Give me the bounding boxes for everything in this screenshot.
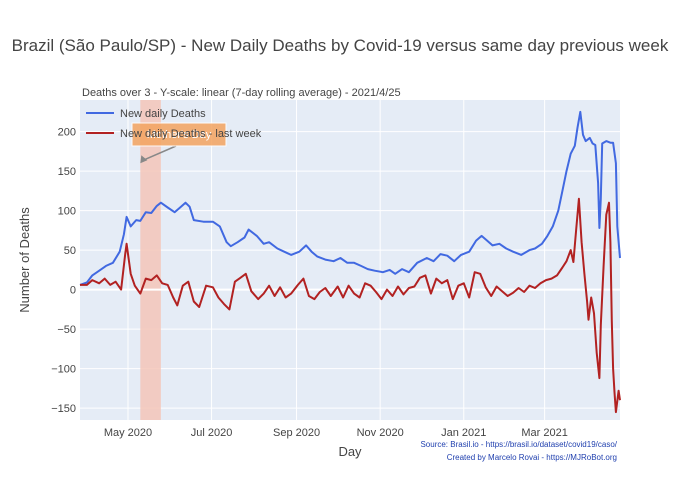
legend[interactable]: New daily Deaths New daily Deaths - last … — [86, 108, 262, 140]
source-footnote[interactable]: Source: Brasil.io - https://brasil.io/da… — [420, 440, 617, 449]
credit-footnote[interactable]: Created by Marcelo Rovai - https://MJRoB… — [447, 453, 617, 462]
annotation-arrow-head — [140, 155, 148, 164]
x-tick-label: Mar 2021 — [521, 427, 567, 439]
y-axis-label: Number of Deaths — [17, 207, 32, 313]
annotation-layer: Mother's Day — [131, 122, 227, 164]
series-line-2[interactable] — [80, 197, 621, 414]
annotation-arrow — [143, 145, 177, 161]
legend-label-2[interactable]: New daily Deaths - last week — [120, 128, 262, 140]
x-tick-label: Jul 2020 — [191, 427, 233, 439]
highlight-band — [140, 100, 161, 420]
x-axis-ticks: May 2020 Jul 2020 Sep 2020 Nov 2020 Jan 2021… — [104, 427, 568, 439]
plot-area — [80, 100, 620, 420]
y-tick-label: −50 — [57, 324, 76, 336]
annotation-text: Mother's Day — [147, 129, 212, 141]
y-tick-label: 0 — [70, 285, 76, 297]
y-tick-label: 200 — [58, 127, 76, 139]
y-tick-label: 100 — [58, 206, 76, 218]
chart-subtitle: Deaths over 3 - Y-scale: linear (7-day r… — [82, 87, 401, 99]
x-tick-label: Jan 2021 — [441, 427, 486, 439]
annotation-box — [131, 122, 227, 147]
series-layer — [79, 110, 621, 414]
y-tick-label: −100 — [51, 364, 76, 376]
y-tick-label: −150 — [51, 403, 76, 415]
x-tick-label: May 2020 — [104, 427, 152, 439]
x-tick-label: Nov 2020 — [357, 427, 404, 439]
chart-title: Brazil (São Paulo/SP) - New Daily Deaths… — [12, 36, 669, 55]
grid-lines — [80, 100, 620, 420]
x-tick-label: Sep 2020 — [273, 427, 320, 439]
y-tick-label: 150 — [58, 166, 76, 178]
y-tick-label: 50 — [64, 245, 76, 257]
x-axis-label: Day — [338, 444, 362, 459]
y-axis-ticks: 200 150 100 50 0 −50 −100 −150 — [51, 127, 76, 416]
series-line-1[interactable] — [79, 110, 621, 286]
legend-label-1[interactable]: New daily Deaths — [120, 108, 206, 120]
